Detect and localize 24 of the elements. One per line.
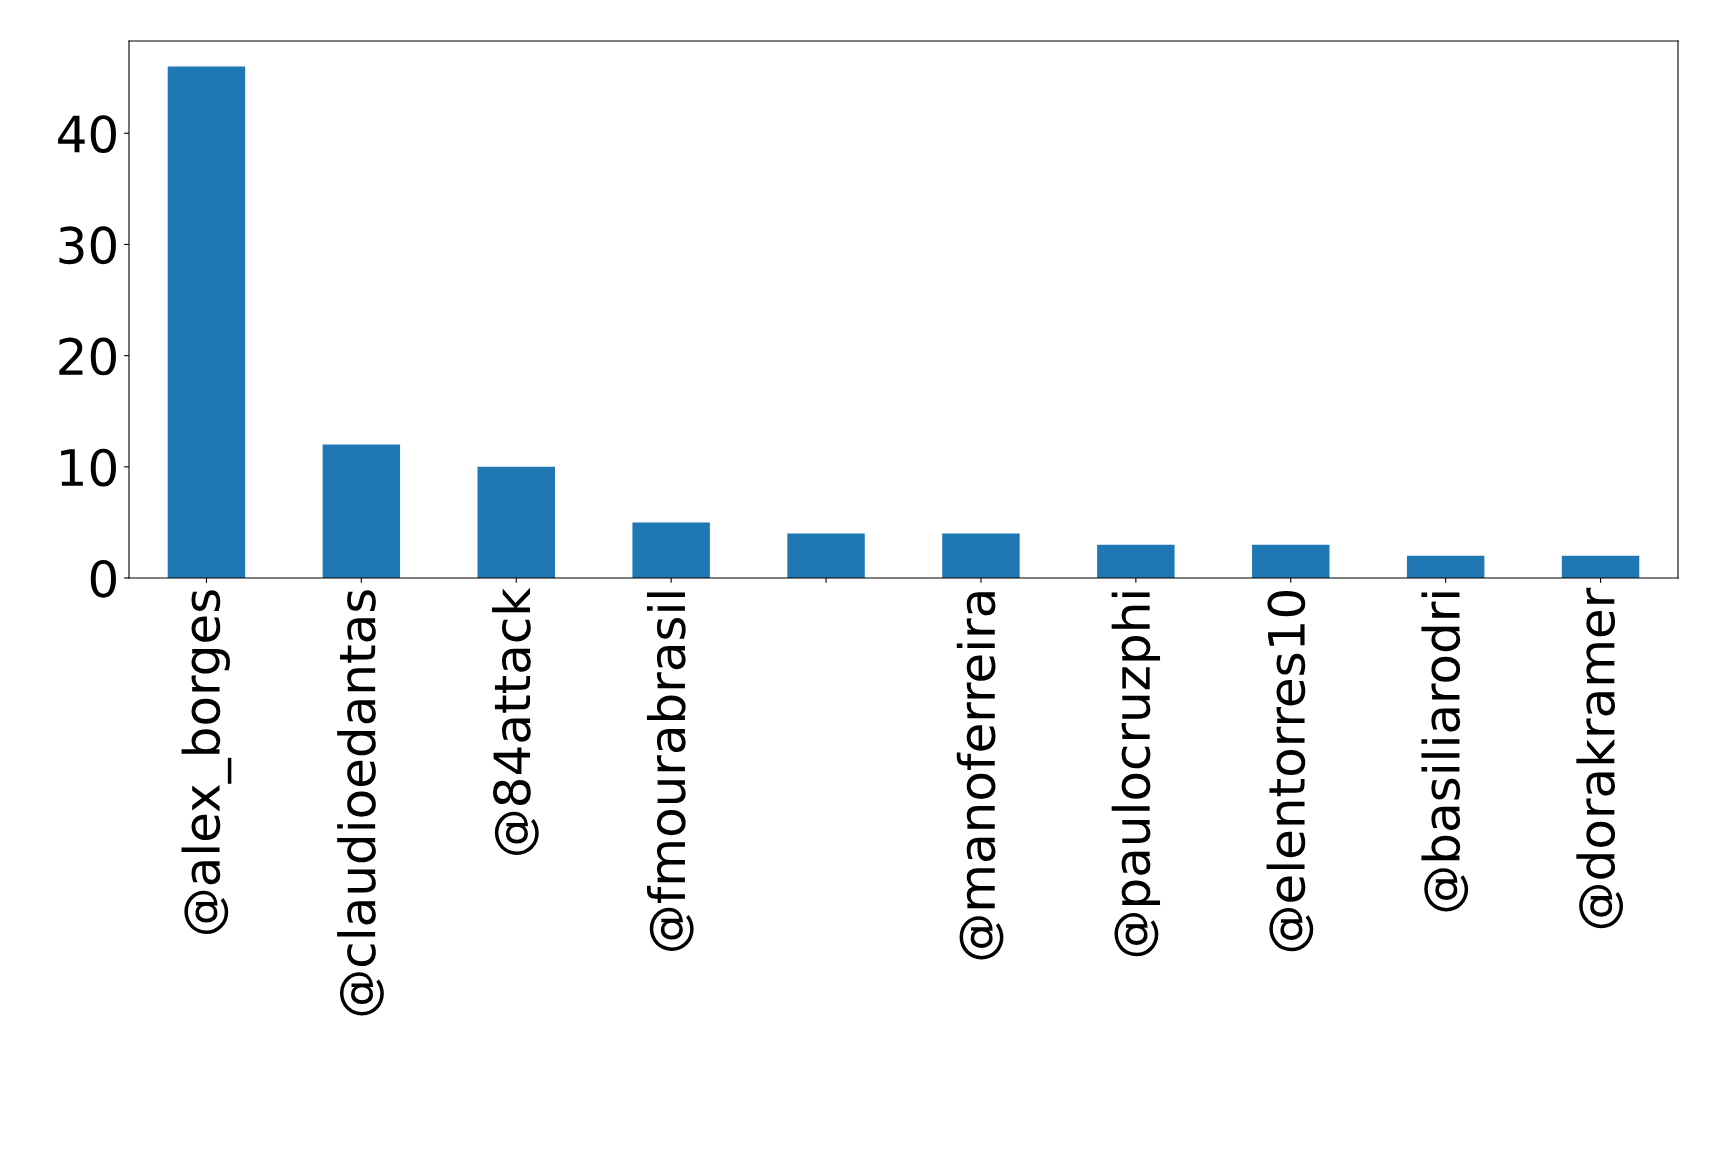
y-tick-label: 30 xyxy=(59,226,116,265)
x-tick-label: @dorakramer xyxy=(1576,587,1624,929)
bar xyxy=(167,66,246,578)
y-tick-label: 40 xyxy=(58,115,116,153)
x-tick-label: @manoferreira xyxy=(956,592,1004,960)
bar xyxy=(477,466,555,578)
bar xyxy=(1406,555,1485,578)
bar xyxy=(632,522,710,578)
bar xyxy=(942,533,1020,578)
bar xyxy=(1252,544,1330,578)
bar xyxy=(787,533,865,578)
x-tick-label: @paulocruzphi xyxy=(1111,592,1161,957)
bar xyxy=(1097,544,1175,578)
x-tick-label: @alex_borges xyxy=(181,590,232,935)
x-tick-label: @84attack xyxy=(492,587,539,855)
x-tick-label: @fmourabrasil xyxy=(646,592,694,951)
y-tick-label: 10 xyxy=(61,448,116,487)
bar xyxy=(322,444,401,578)
y-tick-label: 20 xyxy=(59,337,116,376)
x-tick-label: @basiliarodri xyxy=(1421,592,1469,912)
y-tick-label: 0 xyxy=(90,559,116,598)
bar xyxy=(1561,555,1640,578)
x-tick-label: @elentorres10 xyxy=(1266,591,1314,952)
x-tick-label: @claudioedantas xyxy=(337,590,384,1016)
